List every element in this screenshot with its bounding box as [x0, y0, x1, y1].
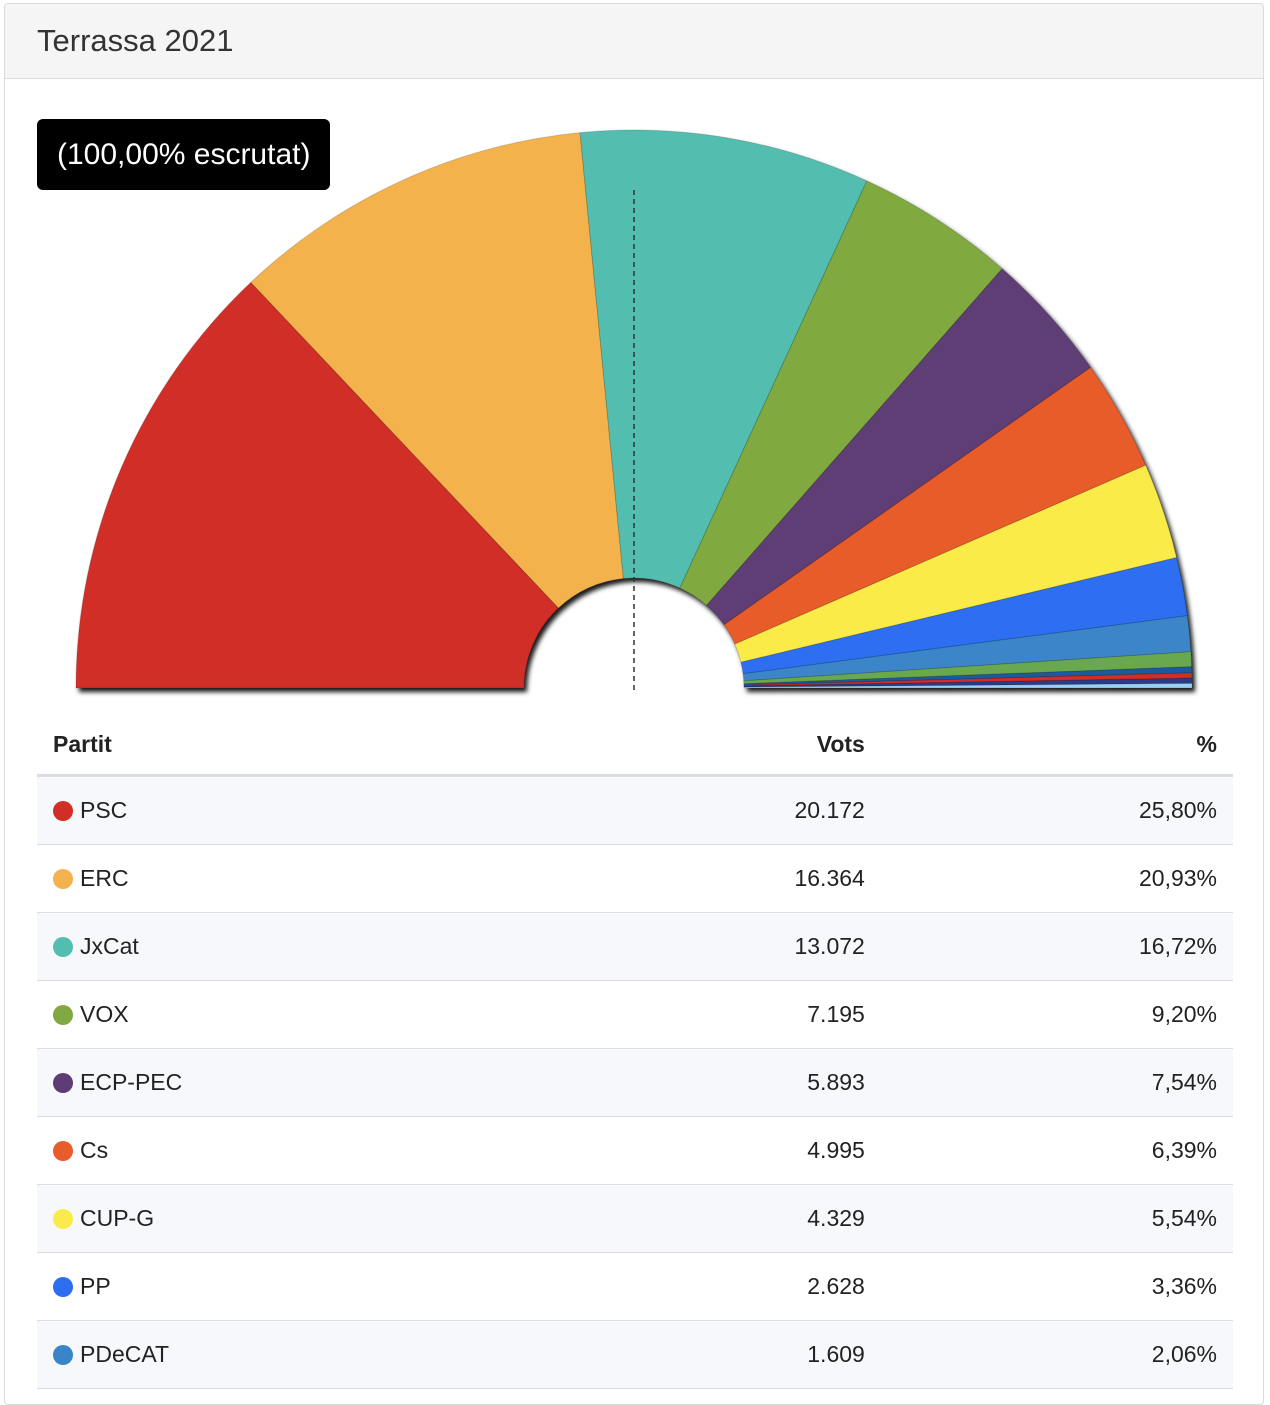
percent-cell: 7,54%	[880, 1048, 1233, 1117]
chart-area: (100,00% escrutat)	[5, 4, 1263, 704]
votes-cell: 1.609	[553, 1320, 881, 1389]
party-name: PDeCAT	[80, 1341, 170, 1367]
results-panel: Terrassa 2021 (100,00% escrutat) Partit …	[4, 3, 1264, 1405]
party-color-dot	[53, 869, 73, 889]
party-color-dot	[53, 1345, 73, 1365]
results-table: Partit Vots % PSC 20.172 25,80% ERC 16.3…	[37, 714, 1233, 1389]
column-header-party: Partit	[37, 714, 554, 777]
party-color-dot	[53, 937, 73, 957]
percent-cell: 25,80%	[880, 775, 1233, 845]
party-name: PP	[80, 1273, 111, 1299]
table-row: ERC 16.364 20,93%	[37, 844, 1233, 913]
slice-psc	[75, 281, 560, 689]
table-row: Cs 4.995 6,39%	[37, 1116, 1233, 1185]
percent-cell: 9,20%	[880, 980, 1233, 1049]
party-cell: PSC	[37, 775, 554, 845]
party-name: ECP-PEC	[80, 1069, 183, 1095]
table-row: CUP-G 4.329 5,54%	[37, 1184, 1233, 1253]
party-cell: PP	[37, 1252, 554, 1321]
votes-cell: 7.195	[553, 980, 881, 1049]
party-color-dot	[53, 1005, 73, 1025]
votes-cell: 5.893	[553, 1048, 881, 1117]
votes-cell: 2.628	[553, 1252, 881, 1321]
party-name: VOX	[80, 1001, 129, 1027]
party-name: CUP-G	[80, 1205, 155, 1231]
percent-cell: 2,06%	[880, 1320, 1233, 1389]
table-header-row: Partit Vots %	[37, 714, 1233, 777]
votes-cell: 4.995	[553, 1116, 881, 1185]
party-name: PSC	[80, 797, 128, 823]
percent-cell: 20,93%	[880, 844, 1233, 913]
panel-title: Terrassa 2021	[37, 23, 234, 58]
percent-cell: 16,72%	[880, 912, 1233, 981]
panel-header: Terrassa 2021	[5, 4, 1263, 79]
party-cell: JxCat	[37, 912, 554, 981]
party-cell: CUP-G	[37, 1184, 554, 1253]
party-cell: VOX	[37, 980, 554, 1049]
party-cell: PDeCAT	[37, 1320, 554, 1389]
slice-erc	[250, 132, 624, 609]
column-header-votes: Vots	[553, 714, 881, 777]
percent-cell: 6,39%	[880, 1116, 1233, 1185]
party-name: Cs	[80, 1137, 109, 1163]
table-row: PSC 20.172 25,80%	[37, 775, 1233, 845]
votes-cell: 20.172	[553, 775, 881, 845]
percent-cell: 5,54%	[880, 1184, 1233, 1253]
party-color-dot	[53, 1277, 73, 1297]
votes-cell: 16.364	[553, 844, 881, 913]
hemicycle-chart	[75, 129, 1193, 690]
party-name: ERC	[80, 865, 129, 891]
percent-cell: 3,36%	[880, 1252, 1233, 1321]
table-row: VOX 7.195 9,20%	[37, 980, 1233, 1049]
slice-jxcat	[579, 129, 868, 589]
party-color-dot	[53, 801, 73, 821]
table-row: PDeCAT 1.609 2,06%	[37, 1320, 1233, 1389]
party-cell: ERC	[37, 844, 554, 913]
slice-other-13	[743, 682, 1193, 689]
party-name: JxCat	[80, 933, 139, 959]
slice-vox	[679, 180, 1003, 607]
party-cell: ECP-PEC	[37, 1048, 554, 1117]
party-color-dot	[53, 1209, 73, 1229]
party-color-dot	[53, 1141, 73, 1161]
column-header-percent: %	[880, 714, 1233, 777]
party-color-dot	[53, 1073, 73, 1093]
votes-cell: 4.329	[553, 1184, 881, 1253]
party-cell: Cs	[37, 1116, 554, 1185]
table-row: JxCat 13.072 16,72%	[37, 912, 1233, 981]
votes-cell: 13.072	[553, 912, 881, 981]
table-row: PP 2.628 3,36%	[37, 1252, 1233, 1321]
table-row: ECP-PEC 5.893 7,54%	[37, 1048, 1233, 1117]
